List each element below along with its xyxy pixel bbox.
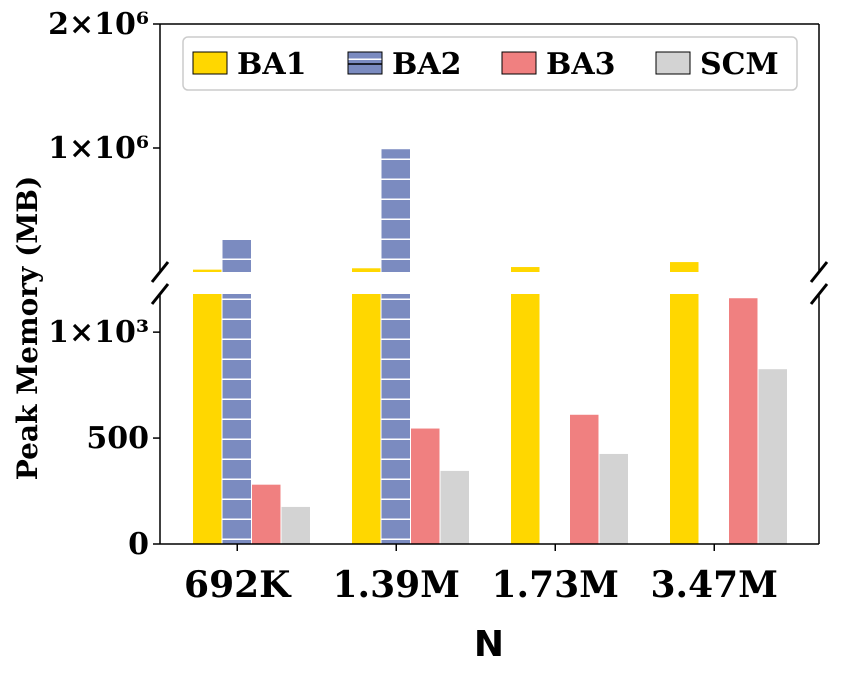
bar-ba1-1-73m-lower xyxy=(511,294,540,544)
bar-scm-1-39m-lower xyxy=(440,470,469,544)
legend-label-scm: SCM xyxy=(700,47,779,82)
axis-break-mark-right-lower xyxy=(809,283,829,305)
bar-ba1-1-39m-upper xyxy=(352,268,381,272)
lower-y-tick-label: 1×10³ xyxy=(48,315,149,350)
lower-y-tick-label: 500 xyxy=(86,421,149,456)
bar-ba2-692k-lower xyxy=(222,294,251,544)
bar-ba2-692k-upper xyxy=(222,239,251,272)
x-tick-label: 1.39M xyxy=(332,564,460,606)
lower-axis-bars xyxy=(193,294,787,544)
bar-ba1-3-47m-lower xyxy=(670,294,699,544)
x-axis-label: N xyxy=(474,624,504,665)
legend-label-ba2: BA2 xyxy=(392,47,462,82)
bar-ba1-692k-lower xyxy=(193,294,222,544)
bar-ba1-3-47m-upper xyxy=(670,262,699,272)
bar-scm-1-73m-lower xyxy=(599,453,628,544)
legend-swatch-scm xyxy=(655,51,691,75)
legend-label-ba3: BA3 xyxy=(546,47,616,82)
bar-ba3-1-39m-lower xyxy=(411,428,440,544)
legend: BA1 BA2 BA3 SCM xyxy=(182,36,798,91)
legend-swatch-ba3 xyxy=(501,51,537,75)
axes xyxy=(150,23,829,551)
bar-ba2-1-39m-upper xyxy=(381,149,410,272)
axis-break-mark-left-upper xyxy=(150,261,170,283)
legend-frame xyxy=(182,36,798,91)
legend-label-ba1: BA1 xyxy=(237,47,307,82)
upper-y-tick-label: 2×10⁶ xyxy=(48,7,149,42)
bar-ba2-1-39m-lower xyxy=(381,294,410,544)
lower-y-tick-label: 0 xyxy=(128,527,149,562)
bar-ba3-1-73m-lower xyxy=(570,414,599,544)
x-tick-label: 692K xyxy=(184,564,292,606)
bar-ba1-692k-upper xyxy=(193,269,222,272)
x-tick-label: 3.47M xyxy=(650,564,778,606)
legend-swatch-ba2 xyxy=(347,51,383,75)
axis-break-mark-right-upper xyxy=(809,261,829,283)
bar-scm-692k-lower xyxy=(281,506,310,544)
bar-ba1-1-39m-lower xyxy=(352,294,381,544)
bar-scm-3-47m-lower xyxy=(758,369,787,544)
tick-labels: 0 500 1×10³ 1×10⁶ 2×10⁶ 692K 1.39M 1.73M 3.47M xyxy=(48,7,778,606)
x-tick-label: 1.73M xyxy=(491,564,619,606)
legend-swatch-ba1 xyxy=(192,51,228,75)
upper-axis-bars xyxy=(193,149,699,272)
axis-break-mark-left-lower xyxy=(150,283,170,305)
bar-ba3-3-47m-lower xyxy=(729,298,758,544)
upper-y-tick-label: 1×10⁶ xyxy=(48,131,149,166)
bar-ba3-692k-lower xyxy=(252,484,281,544)
y-axis-label: Peak Memory (MB) xyxy=(11,176,44,480)
bar-ba1-1-73m-upper xyxy=(511,267,540,272)
